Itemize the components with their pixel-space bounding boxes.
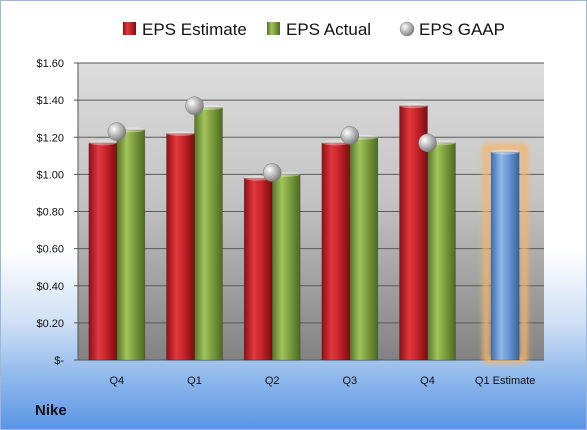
y-axis: $- $0.20 $0.40 $0.60 $0.80 $1.00 $1.20 $1.40 $1.…	[36, 58, 544, 367]
x-tick-label: Q4	[420, 375, 435, 387]
y-tick-label: $0.40	[36, 281, 64, 293]
y-tick-label: $1.00	[36, 169, 64, 181]
y-tick-label: $1.40	[36, 95, 64, 107]
legend-label: EPS Actual	[286, 20, 371, 39]
eps-estimate-bar-cap	[88, 140, 117, 146]
q1-estimate-bar	[490, 151, 520, 361]
legend: EPS Estimate EPS Actual EPS GAAP	[123, 20, 505, 39]
x-tick-label: Q1 Estimate	[475, 375, 536, 387]
eps-gaap-marker	[185, 96, 204, 115]
eps-actual-bar	[427, 142, 456, 361]
y-tick-label: $0.80	[36, 207, 64, 219]
eps-estimate-bar	[321, 142, 351, 361]
y-tick-label: $-	[54, 355, 64, 367]
eps-gaap-marker	[262, 163, 282, 182]
eps-estimate-bar-cap	[399, 103, 428, 109]
legend-swatch	[399, 21, 415, 37]
legend-label: EPS GAAP	[419, 20, 505, 39]
gaap-markers	[107, 96, 437, 182]
x-tick-label: Q1	[187, 375, 202, 387]
eps-estimate-bar-cap	[166, 131, 195, 137]
legend-swatch	[267, 22, 280, 35]
eps-gaap-marker	[340, 126, 360, 145]
eps-estimate-bar-cap	[321, 140, 350, 146]
q1-estimate-bar-cap	[491, 149, 520, 155]
y-tick-label: $0.60	[36, 244, 64, 256]
company-name: Nike	[35, 402, 67, 419]
eps-actual-bar	[271, 174, 301, 361]
legend-label: EPS Estimate	[142, 20, 247, 39]
eps-estimate-bar	[243, 177, 273, 361]
x-tick-label: Q2	[265, 375, 280, 387]
eps-gaap-marker	[107, 122, 127, 141]
y-tick-label: $1.60	[36, 58, 64, 70]
eps-actual-bar	[349, 136, 379, 361]
y-tick-label: $1.20	[36, 132, 64, 144]
eps-estimate-bar	[166, 133, 195, 361]
x-tick-label: Q4	[109, 375, 124, 387]
eps-actual-bar	[116, 129, 146, 361]
x-axis: Q4 Q1 Q2 Q3 Q4 Q1 Estimate	[109, 375, 535, 387]
eps-gaap-marker	[418, 133, 437, 153]
legend-swatch	[123, 22, 136, 35]
bars	[88, 103, 528, 363]
y-tick-label: $0.20	[36, 318, 64, 330]
x-tick-label: Q3	[342, 375, 357, 387]
eps-actual-bar	[194, 107, 223, 361]
eps-estimate-bar	[88, 142, 118, 361]
